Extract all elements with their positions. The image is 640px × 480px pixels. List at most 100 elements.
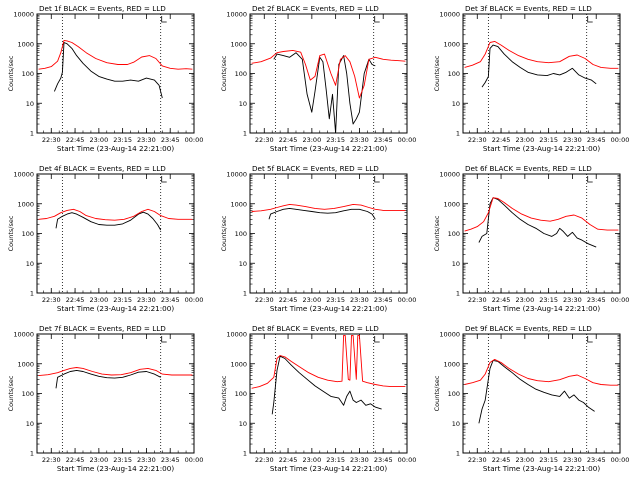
x-axis-label: Start Time (23-Aug-14 22:21:00) xyxy=(483,464,600,473)
x-tick-label: 23:30 xyxy=(350,136,369,144)
chart-title: Det 9f BLACK = Events, RED = LLD xyxy=(465,324,592,333)
y-tick-label: 100 xyxy=(22,390,34,398)
x-tick-label: 23:30 xyxy=(137,296,156,304)
x-tick-label: 22:45 xyxy=(492,456,511,464)
x-axis-label: Start Time (23-Aug-14 22:21:00) xyxy=(483,144,600,153)
x-tick-label: 23:45 xyxy=(374,136,393,144)
events-series-line xyxy=(478,359,595,424)
plot-frame xyxy=(36,173,195,294)
lld-series-line xyxy=(251,334,406,389)
x-tick-label: 23:00 xyxy=(515,296,534,304)
x-tick-label: 22:30 xyxy=(42,456,61,464)
lld-series-line xyxy=(251,49,406,99)
y-tick-label: 10000 xyxy=(13,331,34,339)
marker-flag xyxy=(374,176,380,183)
y-tick-label: 10 xyxy=(239,100,247,108)
x-tick-label: 23:45 xyxy=(374,456,393,464)
y-tick-label: 100 xyxy=(22,70,34,78)
x-tick-label: 23:45 xyxy=(161,136,180,144)
y-tick-label: 10000 xyxy=(13,171,34,179)
events-series-line xyxy=(55,211,162,231)
y-tick-label: 10000 xyxy=(226,171,247,179)
marker-flag xyxy=(161,176,167,183)
y-tick-label: 100 xyxy=(448,70,460,78)
panel: Det 3f BLACK = Events, RED = LLD 1 10 100 10… xyxy=(433,4,629,153)
y-tick-label: 10 xyxy=(452,100,460,108)
panel: Det 1f BLACK = Events, RED = LLD 1 10 100 10… xyxy=(7,4,203,153)
y-tick-label: 1 xyxy=(456,130,460,138)
x-tick-label: 22:45 xyxy=(492,136,511,144)
plot-frame xyxy=(249,333,408,454)
y-tick-label: 1000 xyxy=(443,40,460,48)
x-tick-label: 23:15 xyxy=(113,296,132,304)
chart-title: Det 1f BLACK = Events, RED = LLD xyxy=(39,4,166,13)
y-axis-label: Counts/sec xyxy=(220,375,228,411)
y-tick-label: 1 xyxy=(243,450,247,458)
x-axis-label: Start Time (23-Aug-14 22:21:00) xyxy=(270,304,387,313)
events-series-line xyxy=(268,207,376,220)
x-tick-label: 22:30 xyxy=(468,456,487,464)
x-tick-label: 23:45 xyxy=(587,456,606,464)
x-tick-label: 22:45 xyxy=(279,296,298,304)
x-tick-label: 22:45 xyxy=(66,136,85,144)
x-tick-label: 23:15 xyxy=(539,456,558,464)
lld-series-line xyxy=(38,367,193,377)
y-tick-label: 100 xyxy=(448,390,460,398)
lld-series-line xyxy=(38,39,193,70)
x-axis-label: Start Time (23-Aug-14 22:21:00) xyxy=(57,304,174,313)
y-axis-label: Counts/sec xyxy=(7,215,15,251)
y-tick-label: 1000 xyxy=(17,360,34,368)
chart-title: Det 7f BLACK = Events, RED = LLD xyxy=(39,324,166,333)
x-tick-label: 23:00 xyxy=(515,136,534,144)
x-tick-label: 23:45 xyxy=(587,296,606,304)
marker-flag xyxy=(161,16,167,23)
x-tick-label: 22:45 xyxy=(66,456,85,464)
y-tick-label: 100 xyxy=(235,390,247,398)
lld-series-line xyxy=(464,197,619,232)
y-tick-label: 1000 xyxy=(230,40,247,48)
x-tick-label: 22:30 xyxy=(42,296,61,304)
x-tick-label: 00:00 xyxy=(611,456,630,464)
marker-flag xyxy=(374,336,380,343)
marker-flag xyxy=(587,336,593,343)
x-tick-label: 00:00 xyxy=(611,296,630,304)
events-series-line xyxy=(53,42,163,99)
x-tick-label: 22:30 xyxy=(255,296,274,304)
marker-flag xyxy=(587,16,593,23)
x-tick-label: 22:45 xyxy=(492,296,511,304)
y-tick-label: 1000 xyxy=(230,200,247,208)
chart-title: Det 3f BLACK = Events, RED = LLD xyxy=(465,4,592,13)
x-tick-label: 00:00 xyxy=(398,296,417,304)
y-tick-label: 100 xyxy=(448,230,460,238)
x-tick-label: 23:00 xyxy=(302,456,321,464)
y-tick-label: 10000 xyxy=(439,11,460,19)
y-tick-label: 10000 xyxy=(439,171,460,179)
x-tick-label: 23:00 xyxy=(302,136,321,144)
y-tick-label: 100 xyxy=(235,70,247,78)
panel: Det 6f BLACK = Events, RED = LLD 1 10 100 10… xyxy=(433,164,629,313)
lld-series-line xyxy=(251,203,406,212)
x-axis-label: Start Time (23-Aug-14 22:21:00) xyxy=(57,464,174,473)
x-axis-label: Start Time (23-Aug-14 22:21:00) xyxy=(483,304,600,313)
x-tick-label: 23:30 xyxy=(563,456,582,464)
y-tick-label: 1 xyxy=(30,450,34,458)
y-tick-label: 10 xyxy=(452,260,460,268)
y-tick-label: 1000 xyxy=(443,360,460,368)
y-axis-label: Counts/sec xyxy=(220,215,228,251)
y-tick-label: 10000 xyxy=(439,331,460,339)
y-tick-label: 1000 xyxy=(443,200,460,208)
x-tick-label: 22:45 xyxy=(279,456,298,464)
y-tick-label: 10000 xyxy=(226,11,247,19)
x-axis-label: Start Time (23-Aug-14 22:21:00) xyxy=(57,144,174,153)
x-tick-label: 23:45 xyxy=(587,136,606,144)
x-tick-label: 23:00 xyxy=(89,456,108,464)
plot-frame xyxy=(249,173,408,294)
plot-frame xyxy=(36,333,195,454)
x-tick-label: 23:30 xyxy=(563,136,582,144)
y-tick-label: 1000 xyxy=(17,200,34,208)
x-tick-label: 23:45 xyxy=(374,296,393,304)
marker-flag xyxy=(374,16,380,23)
x-tick-label: 23:00 xyxy=(302,296,321,304)
y-axis-label: Counts/sec xyxy=(220,55,228,91)
